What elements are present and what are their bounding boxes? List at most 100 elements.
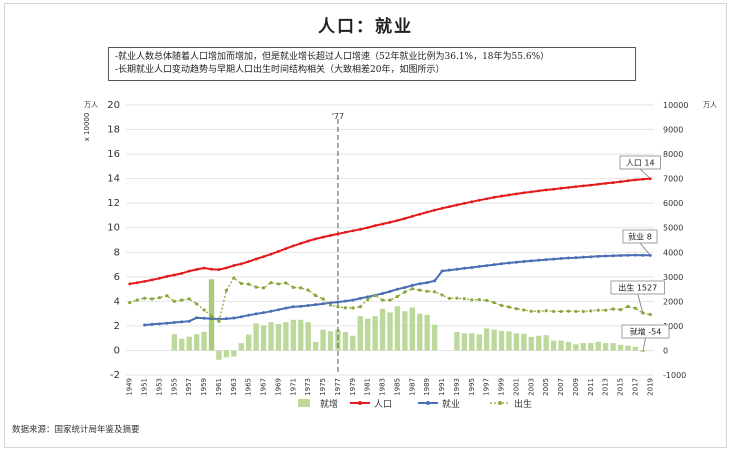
x-tick-label: 1973 [304,378,312,396]
point-就业-1973 [306,304,310,308]
point-出生-1953 [157,296,162,300]
bar-就增-1966 [253,323,259,351]
legend-label-出生: 出生 [514,398,532,410]
bar-就增-2012 [595,341,601,351]
point-人口-1996 [477,198,481,202]
x-tick-label: 2001 [512,378,520,396]
point-就业-2010 [581,255,585,259]
point-人口-1977 [336,232,340,236]
bar-就增-1967 [260,325,267,351]
right-tick-label: 7000 [663,175,683,184]
point-人口-1986 [403,217,407,220]
point-就业-1972 [299,304,303,308]
point-人口-1976 [329,234,332,237]
point-人口-1971 [291,244,295,248]
point-就业-1963 [232,316,236,320]
bar-就增-1975 [320,329,326,351]
point-人口-1993 [455,203,459,207]
bar-就增-2016 [625,345,631,351]
point-人口-1995 [470,200,474,204]
point-人口-1956 [180,271,184,275]
right-tick-label: 8000 [663,150,683,159]
bar-就增-2014 [610,343,616,351]
point-就业-1989 [425,281,429,285]
point-出生-2019 [648,312,652,317]
point-人口-1997 [485,197,489,201]
point-出生-1965 [247,282,251,286]
x-tick-label: 2009 [572,378,580,396]
point-人口-1961 [217,268,221,271]
point-出生-1981 [366,298,370,302]
point-就业-1969 [276,308,280,312]
point-就业-1971 [291,305,295,309]
point-出生-1991 [440,293,444,297]
right-tick-label: 1000 [663,322,683,331]
bar-就增-1972 [298,319,304,351]
x-tick-label: 2013 [602,378,610,396]
legend-marker-人口 [358,401,362,405]
bar-就增-1993 [454,332,460,351]
point-出生-2008 [566,309,571,313]
data-source: 数据来源：国家统计局年鉴及摘要 [12,425,140,435]
point-就业-1967 [262,311,266,315]
point-出生-1996 [477,298,481,302]
bar-就增-2003 [528,336,534,351]
bar-就增-1980 [357,316,363,351]
point-人口-1980 [358,227,362,231]
point-人口-1979 [351,229,355,233]
bar-就增-1982 [372,316,378,351]
point-出生-1969 [276,282,281,286]
point-人口-1987 [410,214,414,218]
left-tick-label: 0 [114,345,120,356]
bar-就增-1981 [365,318,371,351]
bar-就增-1979 [350,335,356,351]
point-人口-1962 [224,266,228,270]
point-出生-1992 [447,296,452,301]
point-人口-2008 [567,186,570,189]
point-人口-1967 [262,255,265,259]
x-tick-label: 1995 [468,378,476,396]
point-出生-2003 [529,309,533,313]
point-就业-1990 [433,279,437,283]
point-出生-1949 [128,300,132,305]
x-tick-label: 2015 [617,378,625,396]
point-就业-1956 [180,320,184,324]
point-就业-1952 [150,322,154,326]
point-出生-1973 [306,288,310,292]
bar-就增-1995 [469,333,475,351]
callout-leader [639,242,651,256]
point-就业-1955 [172,320,176,324]
point-人口-2015 [619,180,622,184]
point-就业-1970 [284,306,288,310]
legend-label-就增: 就增 [320,398,338,410]
point-就业-2008 [566,256,570,260]
point-就业-1992 [447,268,451,272]
point-人口-1983 [381,222,384,226]
x-tick-label: 2017 [631,378,639,396]
point-人口-1950 [135,281,139,285]
point-人口-2004 [537,189,541,193]
point-就业-1985 [395,287,399,291]
bar-就增-2002 [521,333,527,351]
x-tick-label: 1961 [215,378,223,396]
point-出生-1976 [328,303,333,307]
point-人口-1994 [462,201,466,205]
callout-leader [642,337,646,352]
bar-就增-2017 [632,346,639,351]
x-tick-label: 1987 [408,378,416,396]
point-人口-2018 [641,177,645,181]
left-tick-label: 4 [114,296,120,307]
point-就业-1953 [157,322,161,326]
right-tick-label: 3000 [663,273,683,282]
bar-就增-1962 [223,350,230,358]
bar-就增-1973 [305,322,311,351]
x-tick-label: 1949 [126,378,134,396]
point-人口-2000 [507,193,511,197]
point-就业-1981 [366,295,370,299]
point-人口-1984 [388,220,392,224]
bar-就增-1957 [186,336,192,351]
point-人口-1958 [195,268,199,271]
chart-frame [4,3,727,448]
point-出生-1975 [321,297,325,301]
point-人口-2010 [581,184,585,188]
